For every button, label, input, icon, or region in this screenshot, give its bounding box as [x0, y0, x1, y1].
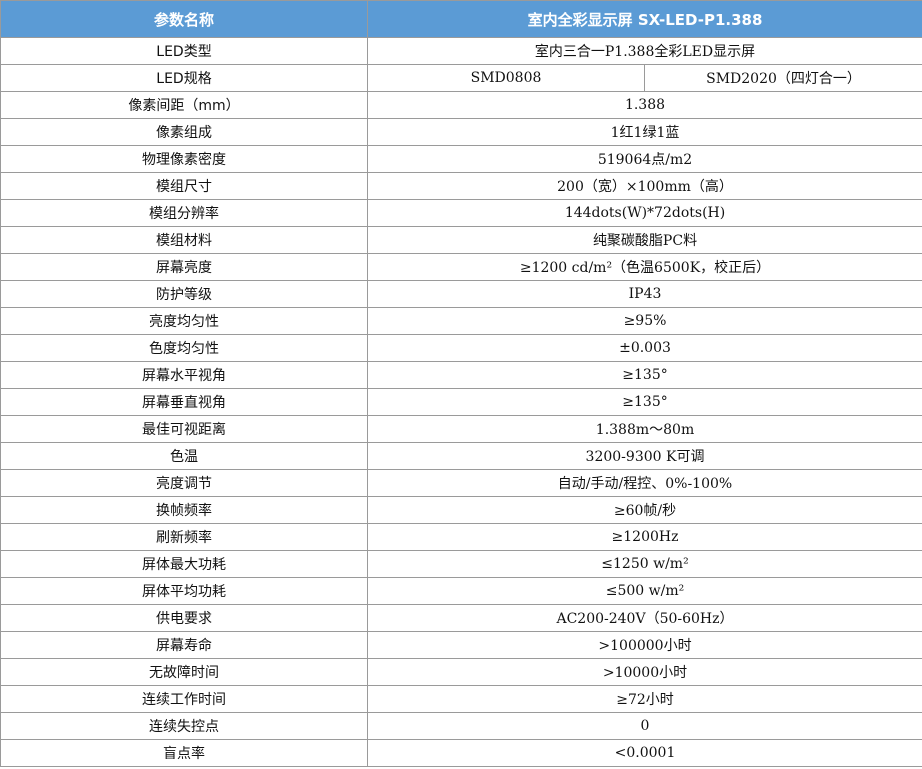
param-name: 刷新频率: [0, 523, 368, 551]
param-value: ≤500 w/m²: [366, 577, 922, 605]
param-name: 色度均匀性: [0, 334, 368, 362]
param-name: LED规格: [0, 64, 368, 92]
param-name: 无故障时间: [0, 658, 368, 686]
header-cell: 室内全彩显示屏 SX-LED-P1.388: [366, 0, 922, 38]
table-row: 换帧频率 ≥60帧/秒: [0, 496, 922, 524]
param-name: 模组分辨率: [0, 199, 368, 227]
param-value: ≥135°: [366, 361, 922, 389]
param-value: 0: [366, 712, 922, 740]
param-value: ≥1200Hz: [366, 523, 922, 551]
table-row: 模组分辨率 144dots(W)*72dots(H): [0, 199, 922, 227]
param-value: ≥60帧/秒: [366, 496, 922, 524]
table-row: 模组尺寸 200（宽）×100mm（高）: [0, 172, 922, 200]
table-row: 屏幕寿命 >100000小时: [0, 631, 922, 659]
param-value: ≥135°: [366, 388, 922, 416]
table-row: 屏体最大功耗 ≤1250 w/m²: [0, 550, 922, 578]
table-row: 屏体平均功耗 ≤500 w/m²: [0, 577, 922, 605]
param-name: 亮度调节: [0, 469, 368, 497]
param-name: 像素间距（mm）: [0, 91, 368, 119]
param-name: 模组材料: [0, 226, 368, 254]
param-value: IP43: [366, 280, 922, 308]
param-name: 防护等级: [0, 280, 368, 308]
param-name: 物理像素密度: [0, 145, 368, 173]
param-name: 盲点率: [0, 739, 368, 767]
table-body: LED类型 室内三合一P1.388全彩LED显示屏 LED规格 SMD0808 SMD2…: [0, 37, 922, 767]
header-cell: 参数名称: [0, 0, 368, 38]
param-name: 亮度均匀性: [0, 307, 368, 335]
table-row: LED规格 SMD0808 SMD2020（四灯合一）: [0, 64, 922, 92]
param-value: 1.388m～80m: [366, 415, 922, 443]
param-name: LED类型: [0, 37, 368, 65]
table-row: 防护等级 IP43: [0, 280, 922, 308]
param-name: 连续失控点: [0, 712, 368, 740]
param-value: 519064点/m2: [366, 145, 922, 173]
table-header: 参数名称 室内全彩显示屏 SX-LED-P1.388: [0, 0, 922, 38]
param-value: <0.0001: [366, 739, 922, 767]
param-value: AC200-240V（50-60Hz）: [366, 604, 922, 632]
table-row: 像素组成 1红1绿1蓝: [0, 118, 922, 146]
param-name: 屏体最大功耗: [0, 550, 368, 578]
table-row: 物理像素密度 519064点/m2: [0, 145, 922, 173]
param-name: 模组尺寸: [0, 172, 368, 200]
table-row: 最佳可视距离 1.388m～80m: [0, 415, 922, 443]
param-name: 屏体平均功耗: [0, 577, 368, 605]
param-value: 纯聚碳酸脂PC料: [366, 226, 922, 254]
param-value: ≥1200 cd/m²（色温6500K，校正后）: [366, 253, 922, 281]
param-value: >100000小时: [366, 631, 922, 659]
param-value: ≥95%: [366, 307, 922, 335]
param-value: SMD0808: [367, 64, 645, 92]
table-row: 屏幕亮度 ≥1200 cd/m²（色温6500K，校正后）: [0, 253, 922, 281]
table-row: 亮度调节 自动/手动/程控、0%-100%: [0, 469, 922, 497]
param-value: SMD2020（四灯合一）: [643, 64, 922, 92]
table-row: LED类型 室内三合一P1.388全彩LED显示屏: [0, 37, 922, 65]
param-value: ≤1250 w/m²: [366, 550, 922, 578]
param-value: ≥72小时: [366, 685, 922, 713]
param-value: 1红1绿1蓝: [366, 118, 922, 146]
param-value: 200（宽）×100mm（高）: [366, 172, 922, 200]
param-value: 144dots(W)*72dots(H): [366, 199, 922, 227]
param-name: 屏幕水平视角: [0, 361, 368, 389]
table-row: 屏幕水平视角 ≥135°: [0, 361, 922, 389]
table-row: 亮度均匀性 ≥95%: [0, 307, 922, 335]
param-name: 连续工作时间: [0, 685, 368, 713]
table-row: 无故障时间 >10000小时: [0, 658, 922, 686]
table-row: 连续失控点 0: [0, 712, 922, 740]
param-name: 屏幕垂直视角: [0, 388, 368, 416]
param-name: 屏幕亮度: [0, 253, 368, 281]
param-value: ±0.003: [366, 334, 922, 362]
param-value: 自动/手动/程控、0%-100%: [366, 469, 922, 497]
table-row: 供电要求 AC200-240V（50-60Hz）: [0, 604, 922, 632]
param-name: 供电要求: [0, 604, 368, 632]
table-row: 色度均匀性 ±0.003: [0, 334, 922, 362]
param-name: 色温: [0, 442, 368, 470]
param-name: 屏幕寿命: [0, 631, 368, 659]
table-row: 连续工作时间 ≥72小时: [0, 685, 922, 713]
param-value: 1.388: [366, 91, 922, 119]
param-name: 像素组成: [0, 118, 368, 146]
table-row: 刷新频率 ≥1200Hz: [0, 523, 922, 551]
param-value: 3200-9300 K可调: [366, 442, 922, 470]
param-value: >10000小时: [366, 658, 922, 686]
table-row: 盲点率 <0.0001: [0, 739, 922, 767]
param-name: 换帧频率: [0, 496, 368, 524]
table-row: 像素间距（mm） 1.388: [0, 91, 922, 119]
header-row: 参数名称 室内全彩显示屏 SX-LED-P1.388: [0, 0, 922, 38]
param-name: 最佳可视距离: [0, 415, 368, 443]
table-row: 色温 3200-9300 K可调: [0, 442, 922, 470]
table-row: 模组材料 纯聚碳酸脂PC料: [0, 226, 922, 254]
table-row: 屏幕垂直视角 ≥135°: [0, 388, 922, 416]
param-value: 室内三合一P1.388全彩LED显示屏: [366, 37, 922, 65]
